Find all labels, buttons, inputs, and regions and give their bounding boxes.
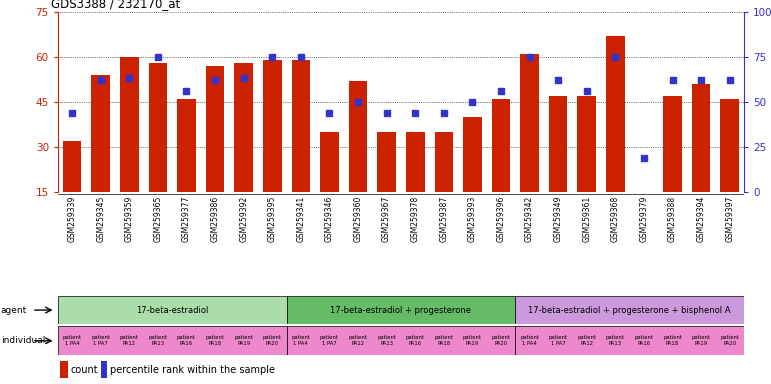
Bar [59,361,68,378]
Text: GSM259346: GSM259346 [325,196,334,242]
Bar [377,132,396,192]
Text: percentile rank within the sample: percentile rank within the sample [110,364,275,375]
Text: patient
1 PA7: patient 1 PA7 [320,335,339,346]
Text: patient
PA19: patient PA19 [463,335,482,346]
Text: GSM259388: GSM259388 [668,196,677,242]
Text: GSM259341: GSM259341 [296,196,305,242]
Text: GSM259377: GSM259377 [182,196,191,242]
Text: agent: agent [1,306,27,314]
Text: patient
PA12: patient PA12 [348,335,368,346]
Text: patient
PA13: patient PA13 [377,335,396,346]
Text: patient
1 PA4: patient 1 PA4 [520,335,539,346]
Text: patient
PA12: patient PA12 [577,335,596,346]
Bar [287,296,515,324]
Text: GDS3388 / 232170_at: GDS3388 / 232170_at [51,0,180,10]
Text: patient
PA20: patient PA20 [263,335,281,346]
Text: 17-beta-estradiol + progesterone + bisphenol A: 17-beta-estradiol + progesterone + bisph… [528,306,731,314]
Text: individual: individual [1,336,45,345]
Text: GSM259386: GSM259386 [210,196,220,242]
Text: GSM259394: GSM259394 [697,196,705,242]
Text: patient
1 PA7: patient 1 PA7 [549,335,567,346]
Bar [635,192,653,231]
Bar [263,60,281,192]
Bar [515,326,744,355]
Text: patient
PA18: patient PA18 [434,335,453,346]
Text: patient
PA16: patient PA16 [406,335,425,346]
Text: GSM259392: GSM259392 [239,196,248,242]
Bar [663,96,682,192]
Text: patient
PA19: patient PA19 [234,335,253,346]
Bar [58,326,287,355]
Text: patient
PA18: patient PA18 [206,335,224,346]
Text: patient
PA19: patient PA19 [692,335,711,346]
Text: patient
PA18: patient PA18 [663,335,682,346]
Text: GSM259345: GSM259345 [96,196,105,242]
Bar [692,84,710,192]
Text: patient
PA16: patient PA16 [635,335,654,346]
Text: 17-beta-estradiol + progesterone: 17-beta-estradiol + progesterone [331,306,471,314]
Bar [492,99,510,192]
Bar [348,81,367,192]
Bar [120,56,139,192]
Text: patient
PA12: patient PA12 [120,335,139,346]
Bar [291,60,310,192]
Text: GSM259365: GSM259365 [153,196,163,242]
Bar [520,54,539,192]
Text: GSM259393: GSM259393 [468,196,477,242]
Bar [606,36,625,192]
Bar [720,99,739,192]
Bar [320,132,338,192]
Text: GSM259368: GSM259368 [611,196,620,242]
Text: GSM259396: GSM259396 [497,196,506,242]
Bar [92,74,110,192]
Text: GSM259379: GSM259379 [639,196,648,242]
Bar [149,63,167,192]
Text: patient
1 PA4: patient 1 PA4 [291,335,311,346]
Text: GSM259359: GSM259359 [125,196,134,242]
Text: GSM259339: GSM259339 [68,196,76,242]
Text: GSM259361: GSM259361 [582,196,591,242]
Text: GSM259378: GSM259378 [411,196,419,242]
Text: patient
PA20: patient PA20 [491,335,510,346]
Bar [406,132,425,192]
Text: GSM259397: GSM259397 [726,196,734,242]
Bar [577,96,596,192]
Text: patient
1 PA7: patient 1 PA7 [91,335,110,346]
Text: patient
PA16: patient PA16 [177,335,196,346]
Text: patient
PA20: patient PA20 [720,335,739,346]
Text: GSM259360: GSM259360 [354,196,362,242]
Text: 17-beta-estradiol: 17-beta-estradiol [136,306,208,314]
Bar [62,141,82,192]
Bar [58,296,287,324]
Bar [101,361,107,378]
Bar [206,66,224,192]
Bar [549,96,567,192]
Text: patient
PA13: patient PA13 [148,335,167,346]
Bar [177,99,196,192]
Bar [463,117,482,192]
Bar [515,296,744,324]
Text: GSM259387: GSM259387 [439,196,448,242]
Text: GSM259349: GSM259349 [554,196,563,242]
Bar [435,132,453,192]
Text: GSM259367: GSM259367 [382,196,391,242]
Text: count: count [70,364,98,375]
Text: GSM259342: GSM259342 [525,196,534,242]
Bar [287,326,515,355]
Text: patient
1 PA4: patient 1 PA4 [62,335,82,346]
Text: patient
PA13: patient PA13 [606,335,625,346]
Text: GSM259395: GSM259395 [268,196,277,242]
Bar [234,63,253,192]
